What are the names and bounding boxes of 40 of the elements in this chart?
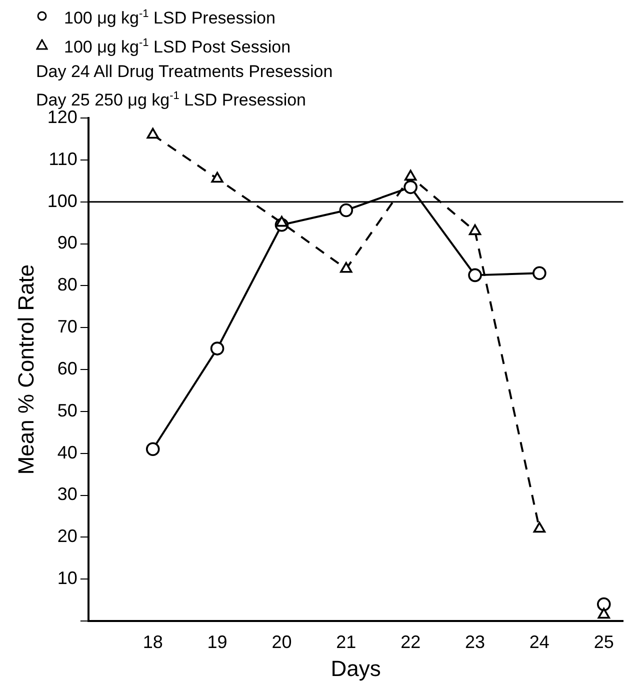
y-tick-label: 80 <box>57 274 78 295</box>
y-axis-title: Mean % Control Rate <box>13 264 38 475</box>
y-tick-label: 110 <box>48 148 78 169</box>
legend-label: 100 μg kg$^{-1}$ LSD Presession <box>64 7 276 30</box>
x-tick-label: 22 <box>400 632 421 652</box>
point <box>404 170 417 181</box>
point <box>468 224 482 236</box>
point <box>532 266 546 280</box>
y-tick-label: 20 <box>57 526 78 546</box>
text: Day 24 All Drug Treatments Presession <box>36 61 333 84</box>
point <box>339 203 354 218</box>
point <box>146 128 159 139</box>
y-tick-label: 50 <box>57 400 78 420</box>
x-tick-label: 25 <box>594 632 614 652</box>
point <box>404 180 418 194</box>
y-tick-label: 70 <box>57 316 78 337</box>
text: Day 25 250 μg kg$^{-1}$ LSD Presession <box>36 89 306 110</box>
point <box>533 522 546 533</box>
x-tick-label: 20 <box>272 632 292 652</box>
legend-label: 100 μg kg$^{-1}$ LSD Post Session <box>64 36 291 58</box>
point <box>146 442 160 456</box>
x-tick-label: 19 <box>207 632 228 652</box>
x-axis-title: Days <box>330 656 381 681</box>
y-tick-label: 10 <box>57 568 78 588</box>
x-tick-label: 23 <box>464 632 486 652</box>
point <box>211 172 224 183</box>
x-tick-label: 18 <box>142 632 163 652</box>
point <box>468 268 482 282</box>
y-tick-label: 40 <box>57 442 78 462</box>
point <box>210 342 224 356</box>
y-tick-label: 100 <box>47 190 78 211</box>
y-tick-label: 90 <box>57 232 78 253</box>
x-tick-label: 21 <box>336 632 356 652</box>
point <box>598 608 610 619</box>
point <box>340 262 352 273</box>
x-tick-label: 24 <box>529 632 550 652</box>
y-tick-label: 30 <box>57 484 78 504</box>
y-tick-label: 60 <box>57 358 78 378</box>
point <box>596 597 611 612</box>
point <box>276 216 288 227</box>
